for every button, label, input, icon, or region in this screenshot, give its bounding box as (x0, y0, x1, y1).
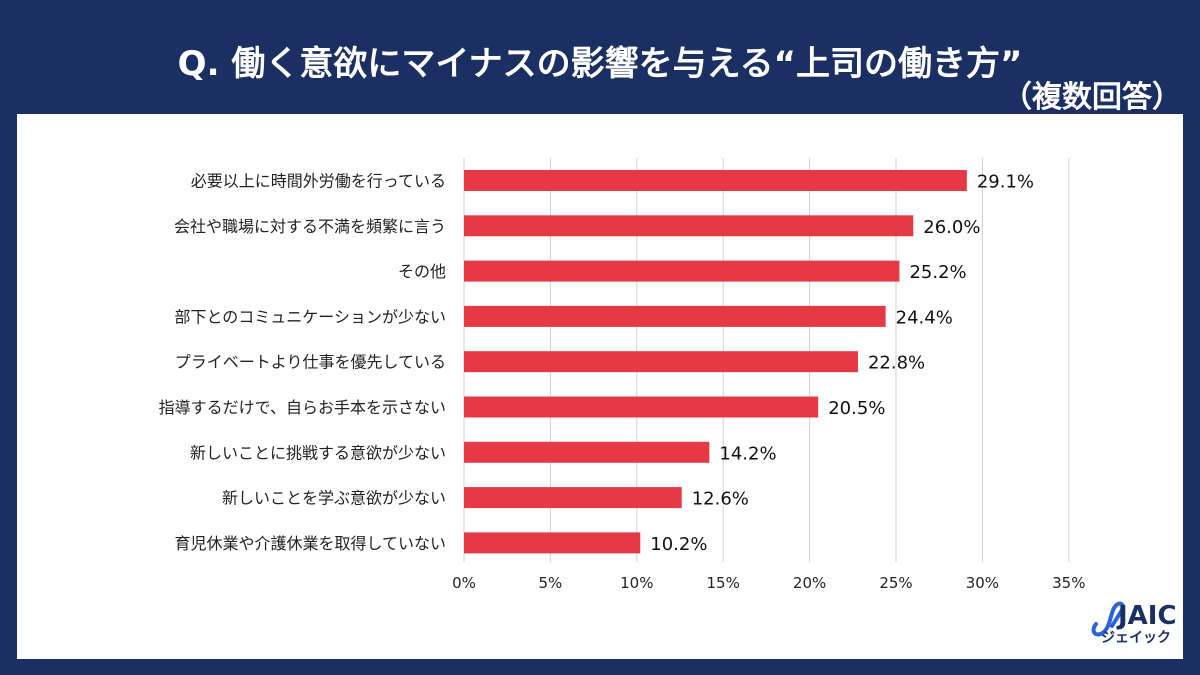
value-label: 12.6% (692, 489, 749, 510)
bar (464, 260, 900, 282)
x-tick-label: 25% (879, 574, 912, 592)
category-label: 新しいことに挑戦する意欲が少ない (190, 443, 446, 462)
bar (464, 351, 858, 373)
bar (464, 215, 914, 237)
category-label: プライベートより仕事を優先している (175, 353, 446, 372)
value-label: 25.2% (909, 262, 966, 283)
category-label: 新しいことを学ぶ意欲が少ない (222, 489, 446, 508)
chart-title: Q. 働く意欲にマイナスの影響を与える“上司の働き方” (177, 44, 1023, 84)
bar (464, 396, 819, 418)
bar (464, 305, 886, 327)
x-tick-label: 5% (539, 574, 563, 592)
x-tick-label: 35% (1052, 574, 1085, 592)
value-label: 10.2% (650, 534, 707, 555)
x-tick-label: 0% (452, 574, 476, 592)
chart-subtitle: （複数回答） (1002, 80, 1182, 115)
value-label: 29.1% (977, 172, 1034, 193)
bar (464, 532, 641, 554)
x-tick-label: 15% (707, 574, 740, 592)
value-label: 26.0% (923, 217, 980, 238)
category-label: 指導するだけで、自らお手本を示さない (159, 398, 446, 417)
value-label: 24.4% (896, 307, 953, 328)
chart-panel (17, 114, 1183, 659)
category-label: 育児休業や介護休業を取得していない (174, 534, 446, 553)
value-label: 14.2% (719, 443, 776, 464)
logo-wordmark: JAIC (1116, 601, 1176, 631)
category-label: 部下とのコミュニケーションが少ない (174, 307, 446, 326)
bar (464, 170, 967, 191)
value-label: 22.8% (868, 353, 925, 374)
logo-kana: ジェイック (1101, 630, 1171, 646)
jaic-logo-icon: JAIC (1091, 601, 1176, 637)
x-tick-label: 20% (793, 574, 826, 592)
x-tick-label: 10% (620, 574, 653, 592)
bar (464, 441, 710, 463)
bar (464, 487, 682, 509)
category-label: その他 (398, 262, 446, 281)
x-tick-label: 30% (966, 574, 999, 592)
value-label: 20.5% (828, 398, 885, 419)
category-label: 必要以上に時間外労働を行っている (191, 172, 446, 191)
category-label: 会社や職場に対する不満を頻繁に言う (174, 217, 446, 236)
